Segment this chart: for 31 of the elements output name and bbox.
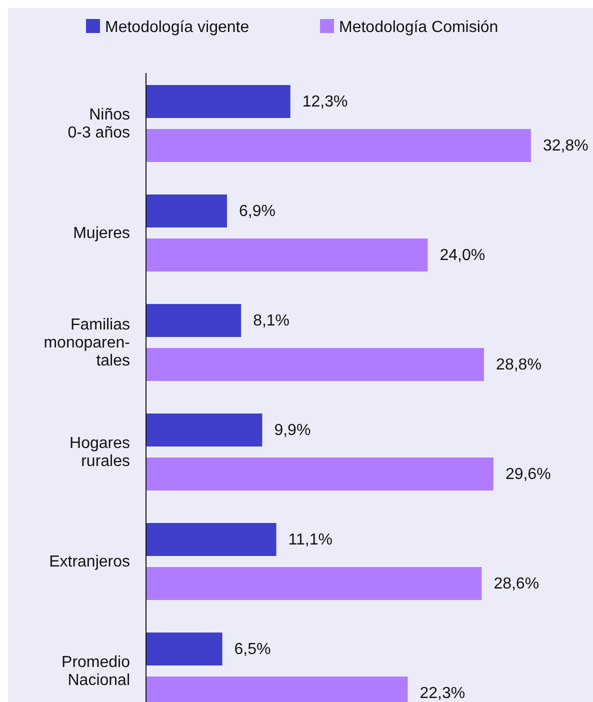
data-label: 24,0%: [440, 247, 486, 264]
data-label: 8,1%: [253, 312, 290, 330]
data-label: 11,1%: [288, 532, 332, 548]
y-tick-label: Extranjeros: [49, 554, 130, 570]
y-tick-label: Hogares rurales: [70, 435, 130, 470]
data-label: 12,3%: [302, 94, 348, 110]
bar: [146, 523, 276, 556]
bar: [146, 129, 531, 162]
bar: [146, 567, 482, 600]
bar: [146, 238, 428, 272]
bar: [146, 348, 484, 381]
y-tick-label: Promedio Nacional: [62, 654, 130, 689]
data-label: 6,9%: [238, 203, 276, 220]
bar: [146, 85, 290, 118]
data-label: 32,8%: [543, 138, 588, 154]
data-label: 28,6%: [494, 576, 540, 592]
bar: [146, 304, 242, 337]
bar: [146, 414, 262, 446]
legend-label: Metodología vigente: [105, 19, 250, 36]
bar: [146, 194, 227, 228]
data-label: 6,5%: [234, 641, 271, 658]
data-label: 29,6%: [505, 466, 551, 483]
legend-label: Metodología Comisión: [339, 19, 498, 36]
bar: [146, 458, 494, 490]
bar: [146, 632, 222, 666]
data-label: 9,9%: [274, 422, 311, 439]
data-label: 28,8%: [496, 356, 542, 374]
y-tick-label: Mujeres: [73, 225, 130, 242]
y-tick-label: Familias monoparen- tales: [44, 316, 130, 370]
y-tick-label: Niños 0-3 años: [68, 106, 130, 142]
data-label: 22,3%: [420, 685, 466, 702]
